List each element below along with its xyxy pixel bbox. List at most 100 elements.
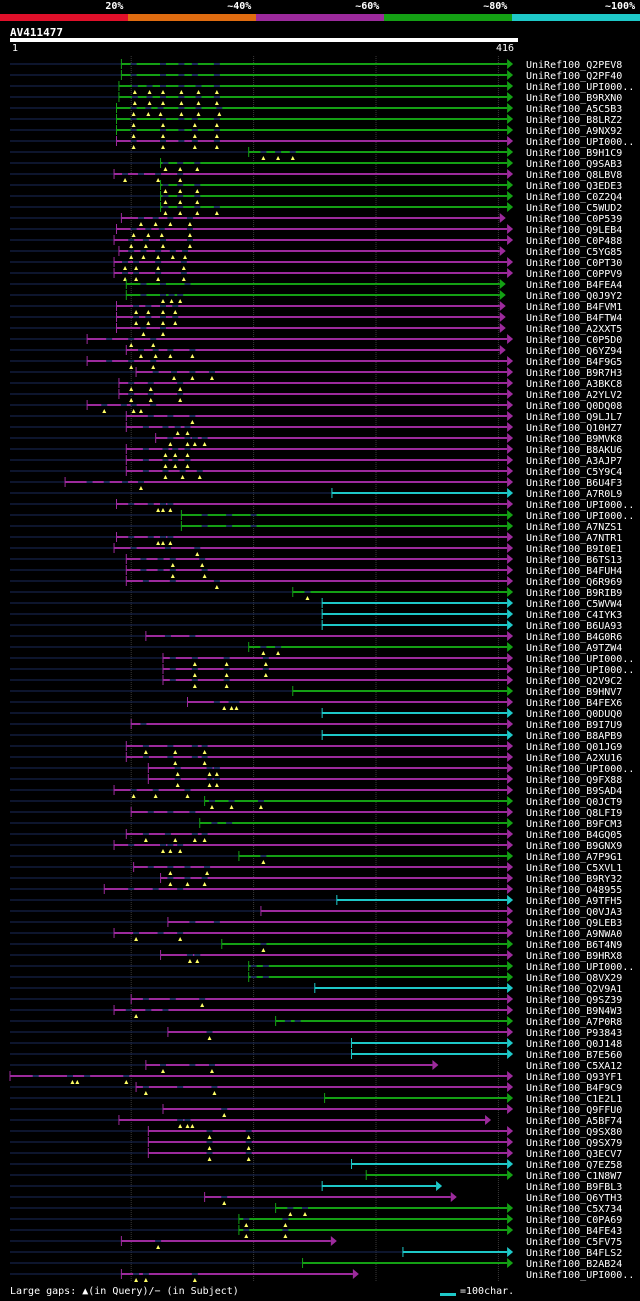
hit-label: UniRef100_B9HRX8 — [526, 951, 622, 962]
hit-row: UniRef100_Q10HZ7 — [10, 422, 622, 435]
hit-arrow — [507, 1247, 514, 1257]
hit-arrow — [507, 532, 514, 542]
hit-row: UniRef100_UPI000.. — [10, 510, 634, 522]
hit-arrow — [507, 708, 514, 718]
hit-label: UniRef100_B9I0E1 — [526, 544, 622, 555]
hit-arrow — [507, 752, 514, 762]
hit-query-gap-marker — [124, 1080, 129, 1084]
hit-query-gap-marker — [138, 409, 143, 413]
hit-row: UniRef100_C0Z2Q4 — [10, 191, 622, 204]
hit-query-gap-marker — [143, 244, 148, 248]
hit-query-gap-marker — [147, 90, 152, 94]
hit-query-gap-marker — [185, 882, 190, 886]
hit-arrow — [507, 730, 514, 740]
alignment-plot: UniRef100_Q2PEV8 UniRef100_Q2PF40 UniRef10… — [0, 56, 640, 1286]
hit-arrow — [507, 807, 514, 817]
hit-query-gap-marker — [192, 1278, 197, 1282]
hit-query-gap-marker — [283, 1234, 288, 1238]
hit-query-gap-marker — [175, 431, 180, 435]
hit-label: UniRef100_Q9SX79 — [526, 1138, 622, 1149]
hit-row: UniRef100_B4FUH4 — [10, 565, 622, 578]
hit-query-gap-marker — [161, 508, 166, 512]
hit-label: UniRef100_B9RXN0 — [526, 93, 622, 104]
hit-query-gap-marker — [214, 101, 219, 105]
hit-label: UniRef100_Q9LJL7 — [526, 412, 622, 423]
hit-query-gap-marker — [179, 90, 184, 94]
hit-query-gap-marker — [261, 948, 266, 952]
hit-arrow — [507, 158, 514, 168]
hit-row: UniRef100_B4FLS2 — [10, 1247, 622, 1259]
hit-query-gap-marker — [214, 123, 219, 127]
hit-query-gap-marker — [168, 871, 173, 875]
hit-arrow — [507, 1104, 514, 1114]
hit-arrow — [507, 103, 514, 113]
hit-label: UniRef100_Q6YTH3 — [526, 1193, 622, 1204]
hit-arrow — [330, 1236, 337, 1246]
hit-arrow — [507, 950, 514, 960]
hit-label: UniRef100_Q8LFI9 — [526, 808, 622, 819]
hit-row: UniRef100_Q8LFI9 — [10, 807, 622, 819]
hit-row: UniRef100_A7NZS1 — [10, 521, 622, 533]
hit-arrow — [507, 466, 514, 476]
hit-query-gap-marker — [190, 1124, 195, 1128]
hit-query-gap-marker — [178, 398, 183, 402]
hit-arrow — [507, 81, 514, 91]
hit-arrow — [507, 675, 514, 685]
hit-label: UniRef100_A7NZS1 — [526, 522, 622, 533]
hit-row: UniRef100_B9HNV7 — [10, 686, 622, 698]
hit-query-gap-marker — [131, 123, 136, 127]
hit-query-gap-marker — [161, 145, 166, 149]
hit-row: UniRef100_Q8VX29 — [10, 972, 622, 984]
hit-query-gap-marker — [214, 783, 219, 787]
hit-arrow — [507, 554, 514, 564]
hit-query-gap-marker — [151, 343, 156, 347]
hit-query-gap-marker — [156, 277, 161, 281]
hit-query-gap-marker — [224, 673, 229, 677]
hit-label: UniRef100_Q8LBV8 — [526, 170, 622, 181]
legend-band-2 — [128, 14, 256, 21]
hit-row: UniRef100_A3BKC8 — [10, 378, 622, 391]
hit-query-gap-marker — [138, 354, 143, 358]
hit-arrow — [507, 521, 514, 531]
hit-label: UniRef100_C0Z2Q4 — [526, 192, 622, 203]
hit-label: UniRef100_Q9SAB3 — [526, 159, 622, 170]
hit-row: UniRef100_C0P5D0 — [10, 334, 622, 347]
hit-query-gap-marker — [134, 1278, 139, 1282]
hit-arrow — [507, 796, 514, 806]
hit-row: UniRef100_B9I0E1 — [10, 543, 622, 556]
hit-query-gap-marker — [195, 167, 200, 171]
hit-query-gap-marker — [229, 706, 234, 710]
hit-label: UniRef100_Q7EZ58 — [526, 1160, 622, 1171]
hit-query-gap-marker — [129, 387, 134, 391]
hit-arrow — [507, 653, 514, 663]
hit-query-gap-marker — [185, 464, 190, 468]
hit-arrow — [507, 1005, 514, 1015]
hit-row: UniRef100_B6TS13 — [10, 554, 622, 567]
hit-arrow — [507, 59, 514, 69]
legend-label-4: ~80% — [483, 1, 508, 12]
hit-query-gap-marker — [261, 860, 266, 864]
hit-query-gap-marker — [148, 398, 153, 402]
hit-label: UniRef100_B9R7H3 — [526, 368, 622, 379]
hit-arrow — [507, 598, 514, 608]
hit-arrow — [450, 1192, 457, 1202]
hit-row: UniRef100_B9FCM3 — [10, 818, 622, 830]
hit-query-gap-marker — [179, 112, 184, 116]
hit-label: UniRef100_A2XXT5 — [526, 324, 622, 335]
hit-query-gap-marker — [283, 1223, 288, 1227]
hit-query-gap-marker — [224, 662, 229, 666]
hit-row: UniRef100_B9RXN0 — [10, 92, 622, 105]
query-axis-line — [10, 38, 518, 42]
hit-query-gap-marker — [156, 266, 161, 270]
hit-arrow — [507, 169, 514, 179]
hit-label: UniRef100_Q0VJA3 — [526, 907, 622, 918]
hit-row: UniRef100_C1E2L1 — [10, 1093, 622, 1105]
hit-row: UniRef100_B9GNX9 — [10, 840, 622, 853]
hit-query-gap-marker — [153, 354, 158, 358]
hit-row: UniRef100_C5FV75 — [10, 1236, 622, 1249]
hit-query-gap-marker — [192, 684, 197, 688]
hit-label: UniRef100_A9NX92 — [526, 126, 622, 137]
hit-row: UniRef100_P93843 — [10, 1027, 622, 1040]
hit-query-gap-marker — [123, 266, 128, 270]
hit-query-gap-marker — [163, 211, 168, 215]
